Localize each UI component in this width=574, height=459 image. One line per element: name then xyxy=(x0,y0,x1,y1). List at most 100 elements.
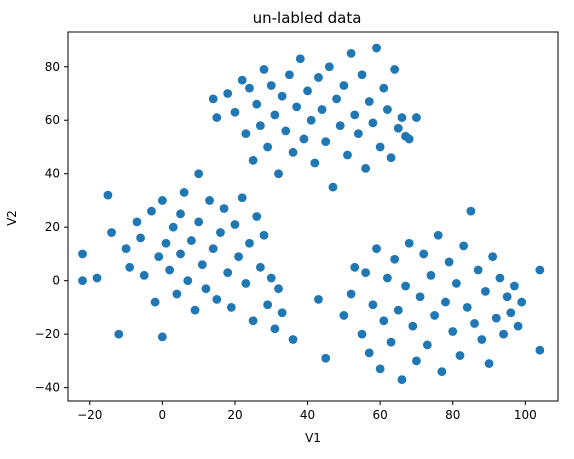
data-point xyxy=(266,81,276,90)
data-point xyxy=(441,297,450,307)
data-point xyxy=(150,297,160,307)
data-point xyxy=(455,351,465,360)
y-tick-label: 80 xyxy=(45,60,60,74)
data-point xyxy=(368,300,378,310)
data-point xyxy=(263,300,273,310)
data-point xyxy=(263,142,273,152)
data-point xyxy=(208,94,218,104)
data-point xyxy=(303,86,312,96)
data-point xyxy=(332,94,341,104)
data-point xyxy=(372,43,381,53)
data-point xyxy=(462,303,472,312)
data-point xyxy=(176,249,185,259)
data-point xyxy=(219,204,229,213)
data-point xyxy=(346,289,356,299)
data-point xyxy=(172,289,182,299)
data-point xyxy=(226,303,236,312)
data-point xyxy=(288,147,298,157)
data-point xyxy=(255,262,265,272)
data-point xyxy=(386,337,396,347)
x-tick-label: −20 xyxy=(77,408,102,422)
data-point xyxy=(346,48,356,58)
data-point xyxy=(437,367,447,376)
data-point xyxy=(339,311,349,320)
data-point xyxy=(335,121,345,130)
data-point xyxy=(248,155,258,165)
data-point xyxy=(205,196,214,205)
data-point xyxy=(187,236,196,245)
data-point xyxy=(223,268,233,278)
data-point xyxy=(513,321,523,331)
data-point xyxy=(241,129,251,139)
data-point xyxy=(157,332,167,342)
data-point xyxy=(510,281,519,291)
y-tick-label: 20 xyxy=(45,220,60,234)
data-point xyxy=(208,244,218,253)
data-point xyxy=(470,319,479,328)
data-point xyxy=(491,313,501,323)
data-point xyxy=(252,212,262,221)
data-point xyxy=(266,273,276,283)
data-point xyxy=(393,305,403,315)
data-point xyxy=(176,209,185,219)
data-point xyxy=(415,292,425,302)
data-point xyxy=(383,105,392,114)
data-point xyxy=(361,163,371,173)
data-point xyxy=(397,113,407,122)
data-point xyxy=(357,70,367,80)
data-point xyxy=(535,345,545,355)
data-point xyxy=(481,286,490,296)
data-point xyxy=(292,102,302,112)
data-point xyxy=(350,262,360,272)
data-point xyxy=(103,190,113,200)
data-point xyxy=(426,270,436,280)
data-point xyxy=(433,230,443,240)
data-point xyxy=(390,65,400,74)
data-point xyxy=(502,292,512,302)
data-point xyxy=(295,54,305,64)
y-tick-label: 40 xyxy=(45,167,60,181)
data-point xyxy=(299,134,309,144)
data-point xyxy=(121,244,131,253)
data-point xyxy=(285,70,294,80)
data-point xyxy=(386,153,396,163)
data-point xyxy=(201,284,211,294)
data-point xyxy=(357,329,367,339)
data-point xyxy=(234,252,243,262)
data-point xyxy=(194,217,204,227)
data-point xyxy=(397,375,407,385)
data-point xyxy=(252,99,262,109)
data-point xyxy=(488,252,498,262)
data-point xyxy=(314,294,323,304)
y-tick-label: 0 xyxy=(52,274,60,288)
x-tick-label: 20 xyxy=(227,408,242,422)
data-point xyxy=(277,308,287,318)
data-point xyxy=(364,348,374,358)
data-point xyxy=(161,238,171,248)
data-point xyxy=(179,188,189,197)
data-point xyxy=(107,228,116,237)
data-point xyxy=(132,217,142,227)
data-point xyxy=(404,238,414,248)
data-point xyxy=(248,316,258,326)
data-point xyxy=(430,311,439,320)
data-point xyxy=(212,294,222,304)
x-tick-label: 40 xyxy=(300,408,315,422)
data-point xyxy=(535,265,545,275)
data-point xyxy=(448,327,458,336)
data-point xyxy=(255,121,265,130)
data-point xyxy=(379,83,389,93)
plot-frame xyxy=(67,31,559,402)
data-point xyxy=(147,206,156,216)
data-point xyxy=(216,228,225,237)
data-point xyxy=(125,262,135,272)
data-point xyxy=(422,340,432,350)
x-tick-label: 80 xyxy=(445,408,460,422)
data-point xyxy=(183,276,193,286)
data-point xyxy=(194,169,204,179)
data-point xyxy=(223,89,233,98)
x-axis-label: V1 xyxy=(305,431,321,445)
data-point xyxy=(364,97,374,106)
